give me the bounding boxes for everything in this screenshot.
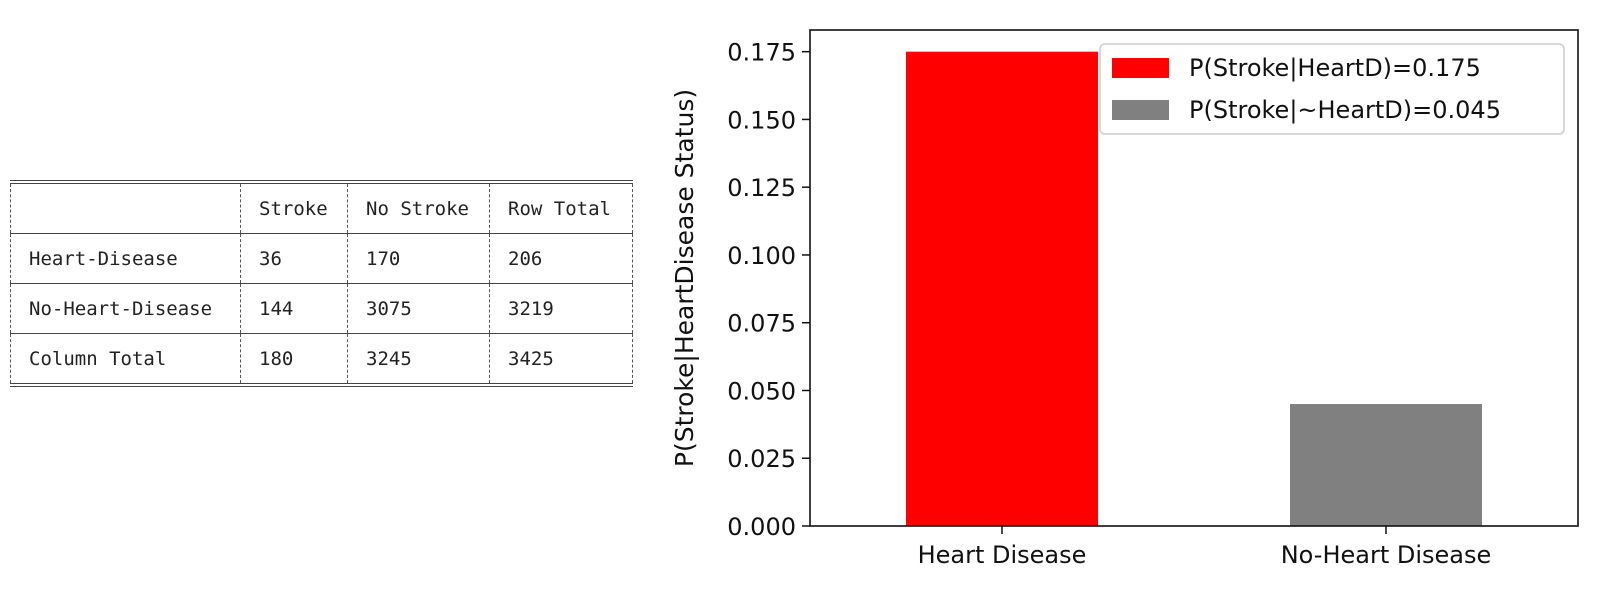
table-header-cell: Row Total xyxy=(489,182,633,234)
y-tick-label: 0.000 xyxy=(727,513,796,541)
x-axis-ticks: Heart Disease No-Heart Disease xyxy=(918,526,1492,569)
table-row: Heart-Disease 36 170 206 xyxy=(10,233,633,284)
y-tick-label: 0.025 xyxy=(727,445,796,473)
table-cell: 36 xyxy=(240,233,348,284)
x-tick-label: Heart Disease xyxy=(918,541,1087,569)
table-cell: 3425 xyxy=(489,333,633,385)
table-cell: 180 xyxy=(240,333,348,385)
table-cell: 206 xyxy=(489,233,633,284)
y-tick-label: 0.150 xyxy=(727,106,796,134)
bar xyxy=(906,51,1098,527)
table-header-row: Stroke No Stroke Row Total xyxy=(10,182,633,234)
table-row: No-Heart-Disease 144 3075 3219 xyxy=(10,283,633,334)
table-cell: 3219 xyxy=(489,283,633,334)
legend-swatch xyxy=(1112,58,1169,78)
y-axis-ticks: 0.000 0.025 0.050 0.075 0.100 0.125 0.150 0.175 xyxy=(727,39,810,541)
table-cell: 3075 xyxy=(347,283,490,334)
y-tick-label: 0.075 xyxy=(727,310,796,338)
table-header-cell xyxy=(10,182,241,234)
legend-box xyxy=(1099,43,1565,135)
plot-frame xyxy=(809,29,1579,527)
table-header-cell: No Stroke xyxy=(347,182,490,234)
y-axis-label: P(Stroke|HeartDisease Status) xyxy=(670,89,699,467)
legend-swatch xyxy=(1112,100,1169,120)
x-tick-label: No-Heart Disease xyxy=(1281,541,1492,569)
table-cell: 144 xyxy=(240,283,348,334)
y-tick-label: 0.125 xyxy=(727,174,796,202)
y-tick-label: 0.175 xyxy=(727,39,796,67)
bar xyxy=(1290,404,1482,526)
table-cell: 170 xyxy=(347,233,490,284)
table-header-cell: Stroke xyxy=(240,182,348,234)
legend-label: P(Stroke|HeartD)=0.175 xyxy=(1189,54,1481,82)
contingency-table: Stroke No Stroke Row Total Heart-Disease… xyxy=(10,180,633,387)
y-tick-label: 0.050 xyxy=(727,377,796,405)
table-row: Column Total 180 3245 3425 xyxy=(10,333,633,385)
legend: P(Stroke|HeartD)=0.175 P(Stroke|~HeartD)=… xyxy=(1099,43,1565,135)
contingency-table-wrap: Stroke No Stroke Row Total Heart-Disease… xyxy=(10,180,633,387)
legend-label: P(Stroke|~HeartD)=0.045 xyxy=(1189,96,1501,124)
table-cell: No-Heart-Disease xyxy=(10,283,241,334)
table-cell: Column Total xyxy=(10,333,241,385)
table-cell: Heart-Disease xyxy=(10,233,241,284)
y-tick-label: 0.100 xyxy=(727,242,796,270)
table-cell: 3245 xyxy=(347,333,490,385)
bars xyxy=(906,51,1482,527)
